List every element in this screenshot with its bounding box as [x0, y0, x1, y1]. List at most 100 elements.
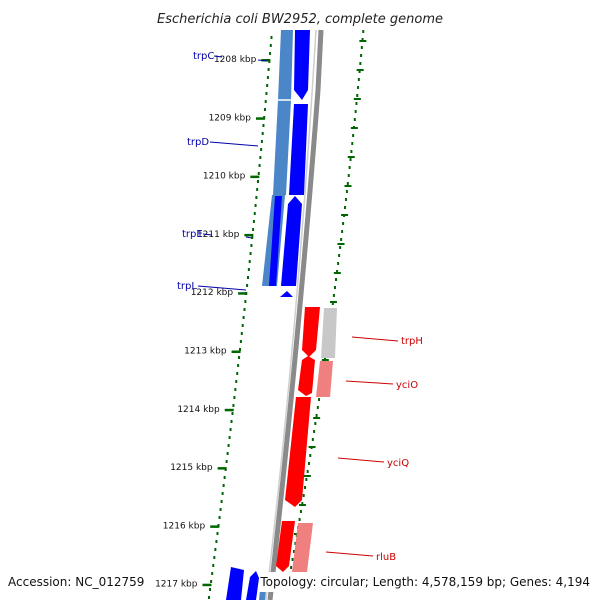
gene-feature-trpE[interactable] — [281, 196, 302, 286]
scale-dot — [256, 180, 259, 183]
scale-dot — [305, 478, 308, 481]
gene-feature-rluB[interactable] — [276, 521, 295, 572]
scale-dot — [318, 398, 321, 401]
scale-dot — [259, 156, 262, 159]
scale-dot — [240, 332, 243, 335]
gene-label-text: rluB — [376, 552, 396, 563]
scale-dash — [359, 40, 367, 42]
gene-feature-yciO[interactable] — [298, 356, 315, 396]
gene-feature-bottom-1[interactable] — [226, 567, 244, 600]
scale-dot — [314, 422, 317, 425]
scale-dot — [244, 300, 247, 303]
major-tick — [210, 525, 220, 528]
scale-dot — [358, 70, 361, 73]
scale-dash — [356, 69, 364, 71]
scale-dot — [238, 356, 241, 359]
scale-dot — [338, 254, 341, 257]
gene-label-yciO[interactable]: yciO — [345, 380, 418, 391]
major-tick — [255, 117, 265, 120]
scale-dot — [332, 294, 335, 297]
scale-dot — [294, 542, 297, 545]
scale-dot — [265, 92, 268, 95]
scale-dot — [266, 84, 269, 87]
scale-dot — [346, 182, 349, 185]
gene-feature-trpE-strip[interactable] — [269, 196, 282, 286]
gene-feature-trpH-light[interactable] — [321, 308, 337, 358]
tick-label: 1211 kbp — [197, 230, 240, 240]
scale-dot — [336, 270, 339, 273]
leader-line — [337, 457, 385, 463]
scale-dot — [257, 172, 260, 175]
scale-dot — [219, 508, 222, 511]
leader-line — [257, 59, 269, 62]
scale-dot — [311, 438, 314, 441]
genome-backbone-light — [265, 29, 317, 600]
gene-label-trpD[interactable]: trpD — [187, 137, 259, 148]
scale-dot — [215, 540, 218, 543]
gene-feature-trpC-light[interactable] — [278, 30, 293, 100]
gene-feature-rluB-light[interactable] — [292, 523, 313, 572]
scale-dot — [252, 228, 255, 231]
scale-dot — [304, 486, 307, 489]
gene-label-trpC[interactable]: trpC — [193, 51, 269, 62]
tick-label: 1208 kbp — [214, 55, 257, 65]
major-tick — [250, 175, 260, 179]
scale-dot — [237, 364, 240, 367]
major-tick — [217, 467, 227, 470]
gene-feature-bottom-2[interactable] — [246, 571, 259, 600]
scale-dot — [352, 134, 355, 137]
scale-dot — [339, 246, 342, 249]
scale-dot — [241, 324, 244, 327]
gene-feature-trpD-light[interactable] — [273, 100, 291, 195]
gene-labels: trpC trpD trpE trpL trpH yciO yciQ — [177, 51, 423, 563]
gene-label-rluB[interactable]: rluB — [325, 551, 396, 563]
gene-feature-yciQ[interactable] — [285, 397, 311, 507]
scale-dot — [262, 124, 265, 127]
gene-label-trpL[interactable]: trpL — [177, 281, 247, 292]
gene-feature-trpH[interactable] — [302, 307, 320, 357]
scale-dot — [225, 460, 228, 463]
major-tick — [202, 583, 212, 587]
scale-dash — [308, 446, 316, 448]
tick-label: 1209 kbp — [209, 113, 252, 123]
leader-line — [245, 236, 253, 239]
scale-dot — [269, 44, 272, 47]
footer-backdrop-left — [4, 572, 152, 592]
scale-dot — [260, 140, 263, 143]
scale-dot — [250, 244, 253, 247]
scale-dot — [263, 108, 266, 111]
scale-dot — [209, 588, 212, 591]
scale-dot — [337, 262, 340, 265]
gene-label-trpE[interactable]: trpE — [182, 229, 253, 240]
scale-dot — [291, 558, 294, 561]
gene-label-trpH[interactable]: trpH — [351, 336, 423, 347]
scale-dot — [335, 278, 338, 281]
scale-dot — [355, 102, 358, 105]
scale-dot — [333, 286, 336, 289]
gene-label-yciQ[interactable]: yciQ — [337, 457, 409, 469]
scale-dot — [344, 198, 347, 201]
gene-feature-trpC[interactable] — [294, 30, 310, 100]
genome-stats-text: Topology: circular; Length: 4,578,159 bp… — [259, 575, 590, 589]
scale-dot — [251, 236, 254, 239]
scale-dot — [222, 484, 225, 487]
scale-dot — [351, 142, 354, 145]
genome-backbone — [267, 29, 324, 600]
scale-dot — [309, 454, 312, 457]
scale-dot — [266, 76, 269, 79]
scale-dot — [342, 222, 345, 225]
leader-line — [202, 233, 213, 236]
reverse-strand-genes — [276, 307, 337, 572]
scale-dot — [302, 494, 305, 497]
gene-feature-bottom-3[interactable] — [259, 590, 266, 600]
gene-feature-trpD[interactable] — [289, 104, 308, 195]
forward-strand-genes — [226, 30, 310, 600]
scale-dot — [307, 462, 310, 465]
leader-line — [345, 380, 394, 385]
scale-dash — [344, 185, 352, 187]
gene-feature-trpL[interactable] — [280, 291, 293, 297]
gene-feature-yciO-light[interactable] — [316, 361, 333, 397]
scale-dot — [207, 596, 210, 599]
scale-dot — [360, 46, 363, 49]
scale-dot — [260, 148, 263, 151]
